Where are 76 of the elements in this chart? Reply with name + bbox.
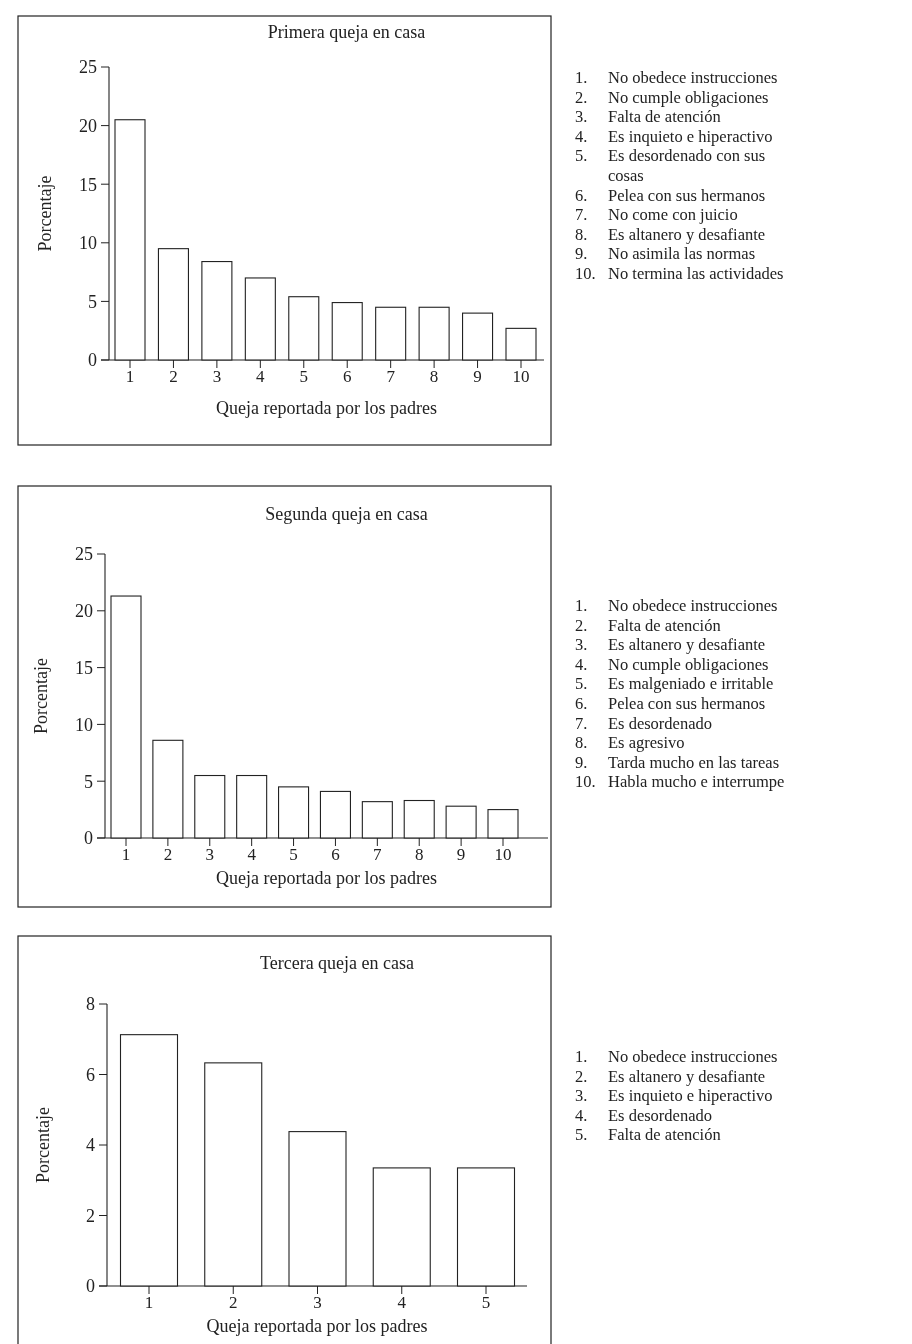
text: 2. No cumple obligaciones — [575, 87, 769, 107]
text: 2. Falta de atención — [575, 615, 721, 635]
x-tick-label: 7 — [386, 367, 396, 386]
x-axis-title: Queja reportada por los padres — [216, 868, 437, 888]
text: 8. Es agresivo — [575, 733, 685, 753]
y-tick-label: 20 — [75, 601, 93, 622]
text: 6. Pelea con sus hermanos — [575, 694, 766, 713]
x-axis-title: Queja reportada por los padres — [216, 398, 437, 418]
y-tick-label: 8 — [86, 994, 95, 1015]
x-tick-label: 7 — [373, 845, 383, 864]
x-tick-label: 4 — [247, 845, 257, 864]
y-tick-label: 0 — [84, 828, 93, 849]
x-tick-label: 5 — [289, 845, 298, 864]
text: 5. Es malgeniado e irritable — [575, 674, 774, 694]
x-tick-label: 8 — [414, 845, 424, 864]
text: 7. Es desordenado — [575, 713, 713, 733]
text: 2. Es altanero y desafiante — [575, 1066, 766, 1086]
text: 4. No cumple obligaciones — [575, 654, 769, 674]
x-tick-label: 1 — [121, 845, 131, 864]
x-tick-label: 5 — [481, 1293, 491, 1312]
x-axis-title: Queja reportada por los padres — [206, 1316, 428, 1336]
x-tick-label: 4 — [256, 367, 266, 386]
x-tick-label: 8 — [429, 367, 439, 386]
text: 9. Tarda mucho en las tareas — [575, 752, 780, 772]
y-tick-label: 5 — [84, 771, 93, 792]
text: 10. Habla mucho e interrumpe — [575, 772, 785, 792]
y-tick-label: 10 — [75, 714, 93, 735]
text: 5. Falta de atención — [575, 1125, 721, 1145]
chart-title: Primera queja en casa — [267, 22, 426, 42]
chart-title: Segunda queja en casa — [265, 504, 428, 524]
y-axis-title: Porcentaje — [31, 658, 51, 734]
y-tick-label: 0 — [88, 350, 97, 371]
text: 3. Falta de atención — [575, 107, 721, 127]
text: 9. No asimila las normas — [575, 244, 756, 264]
text: 6. Pelea con sus hermanos — [575, 185, 766, 205]
x-tick-label: 3 — [212, 367, 222, 386]
chart-title: Tercera queja en casa — [259, 953, 415, 973]
x-tick-label: 2 — [163, 845, 173, 864]
text: 4. Es desordenado — [575, 1105, 713, 1125]
x-tick-label: 2 — [169, 367, 178, 386]
x-tick-label: 9 — [456, 845, 466, 864]
x-tick-label: 3 — [205, 845, 215, 864]
y-tick-label: 25 — [75, 544, 93, 565]
text: 1. No obedece instrucciones — [575, 1047, 778, 1066]
y-tick-label: 25 — [79, 57, 97, 78]
y-tick-label: 15 — [79, 174, 97, 195]
text: 1. No obedece instrucciones — [575, 596, 778, 615]
y-tick-label: 6 — [86, 1064, 95, 1085]
x-tick-label: 1 — [144, 1293, 154, 1312]
x-tick-label: 1 — [125, 367, 135, 386]
text: 4. Es inquieto e hiperactivo — [575, 126, 773, 146]
x-tick-label: 6 — [342, 367, 352, 386]
y-axis-title: Porcentaje — [35, 175, 55, 252]
y-tick-label: 4 — [86, 1135, 95, 1156]
x-tick-label: 6 — [331, 845, 340, 864]
text: 3. Es altanero y desafiante — [575, 635, 766, 655]
x-tick-label: 4 — [397, 1293, 407, 1312]
y-tick-label: 0 — [86, 1276, 95, 1297]
text: 7. No come con juicio — [575, 205, 738, 225]
x-tick-label: 5 — [299, 367, 309, 386]
text: 8. Es altanero y desafiante — [575, 224, 766, 244]
y-tick-label: 5 — [88, 291, 97, 312]
x-tick-label: 2 — [229, 1293, 238, 1312]
text: 10. No termina las actividades — [575, 264, 784, 283]
y-axis-title: Porcentaje — [33, 1107, 53, 1183]
x-tick-label: 10 — [512, 367, 530, 386]
y-tick-label: 10 — [79, 233, 97, 254]
x-tick-label: 10 — [494, 845, 512, 864]
x-tick-label: 9 — [473, 367, 482, 386]
text: 3. Es inquieto e hiperactivo — [575, 1086, 773, 1106]
y-tick-label: 2 — [86, 1205, 95, 1226]
text: 5. Es desordenado con sus cosas — [575, 146, 766, 185]
y-tick-label: 15 — [75, 657, 93, 678]
text: 1. No obedece instrucciones — [575, 68, 778, 87]
y-tick-label: 20 — [79, 115, 97, 136]
x-tick-label: 3 — [313, 1293, 322, 1312]
